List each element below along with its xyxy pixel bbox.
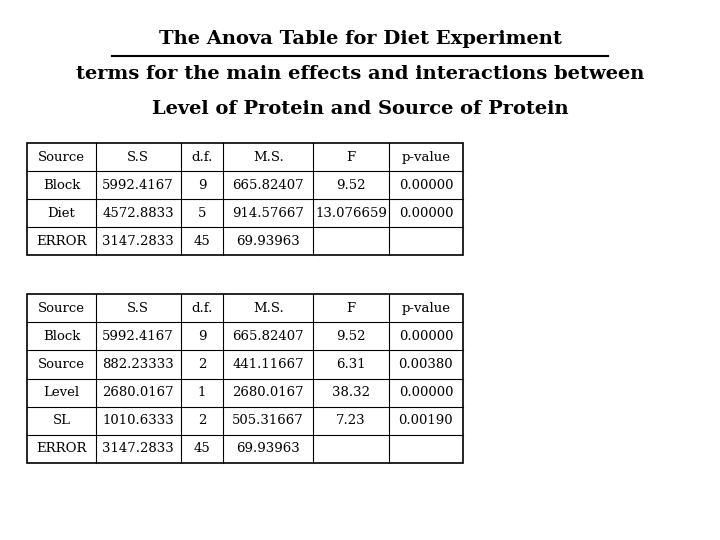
Text: 0.00000: 0.00000 (399, 330, 453, 343)
Text: terms for the main effects and interactions between: terms for the main effects and interacti… (76, 65, 644, 83)
Text: ERROR: ERROR (36, 442, 87, 455)
Text: Block: Block (43, 330, 80, 343)
Text: p-value: p-value (401, 151, 451, 164)
Text: 0.00000: 0.00000 (399, 179, 453, 192)
Text: Level: Level (43, 386, 80, 399)
Bar (27, 143, 463, 255)
Text: 914.57667: 914.57667 (233, 207, 304, 220)
Text: Source: Source (38, 302, 85, 315)
Text: 38.32: 38.32 (332, 386, 370, 399)
Text: 6.31: 6.31 (336, 358, 366, 371)
Text: M.S.: M.S. (253, 151, 284, 164)
Text: 1: 1 (198, 386, 206, 399)
Text: 69.93963: 69.93963 (236, 235, 300, 248)
Text: 45: 45 (194, 235, 210, 248)
Text: 505.31667: 505.31667 (233, 414, 304, 427)
Bar (27, 294, 463, 463)
Text: SL: SL (53, 414, 71, 427)
Text: 9: 9 (198, 330, 206, 343)
Text: S.S: S.S (127, 302, 149, 315)
Text: 69.93963: 69.93963 (236, 442, 300, 455)
Text: 3147.2833: 3147.2833 (102, 442, 174, 455)
Text: M.S.: M.S. (253, 302, 284, 315)
Text: 0.00190: 0.00190 (399, 414, 453, 427)
Text: 0.00000: 0.00000 (399, 207, 453, 220)
Text: 5992.4167: 5992.4167 (102, 179, 174, 192)
Text: 45: 45 (194, 442, 210, 455)
Text: 0.00000: 0.00000 (399, 386, 453, 399)
Text: F: F (346, 302, 356, 315)
Text: 9.52: 9.52 (336, 330, 366, 343)
Text: 9: 9 (198, 179, 206, 192)
Text: Diet: Diet (48, 207, 76, 220)
Text: p-value: p-value (401, 302, 451, 315)
Text: 0.00380: 0.00380 (399, 358, 453, 371)
Text: 1010.6333: 1010.6333 (102, 414, 174, 427)
Text: 2680.0167: 2680.0167 (102, 386, 174, 399)
Text: 5992.4167: 5992.4167 (102, 330, 174, 343)
Text: 4572.8833: 4572.8833 (102, 207, 174, 220)
Text: F: F (346, 151, 356, 164)
Text: 2: 2 (198, 414, 206, 427)
Text: 13.076659: 13.076659 (315, 207, 387, 220)
Text: 5: 5 (198, 207, 206, 220)
Text: 3147.2833: 3147.2833 (102, 235, 174, 248)
Text: d.f.: d.f. (192, 302, 212, 315)
Text: Source: Source (38, 151, 85, 164)
Text: Level of Protein and Source of Protein: Level of Protein and Source of Protein (152, 100, 568, 118)
Text: 7.23: 7.23 (336, 414, 366, 427)
Text: 441.11667: 441.11667 (233, 358, 304, 371)
Text: 2680.0167: 2680.0167 (233, 386, 304, 399)
Text: S.S: S.S (127, 151, 149, 164)
Text: 665.82407: 665.82407 (233, 179, 304, 192)
Text: 882.23333: 882.23333 (102, 358, 174, 371)
Text: 2: 2 (198, 358, 206, 371)
Text: 665.82407: 665.82407 (233, 330, 304, 343)
Text: ERROR: ERROR (36, 235, 87, 248)
Text: Block: Block (43, 179, 80, 192)
Text: Source: Source (38, 358, 85, 371)
Text: d.f.: d.f. (192, 151, 212, 164)
Text: 9.52: 9.52 (336, 179, 366, 192)
Text: The Anova Table for Diet Experiment: The Anova Table for Diet Experiment (158, 30, 562, 48)
